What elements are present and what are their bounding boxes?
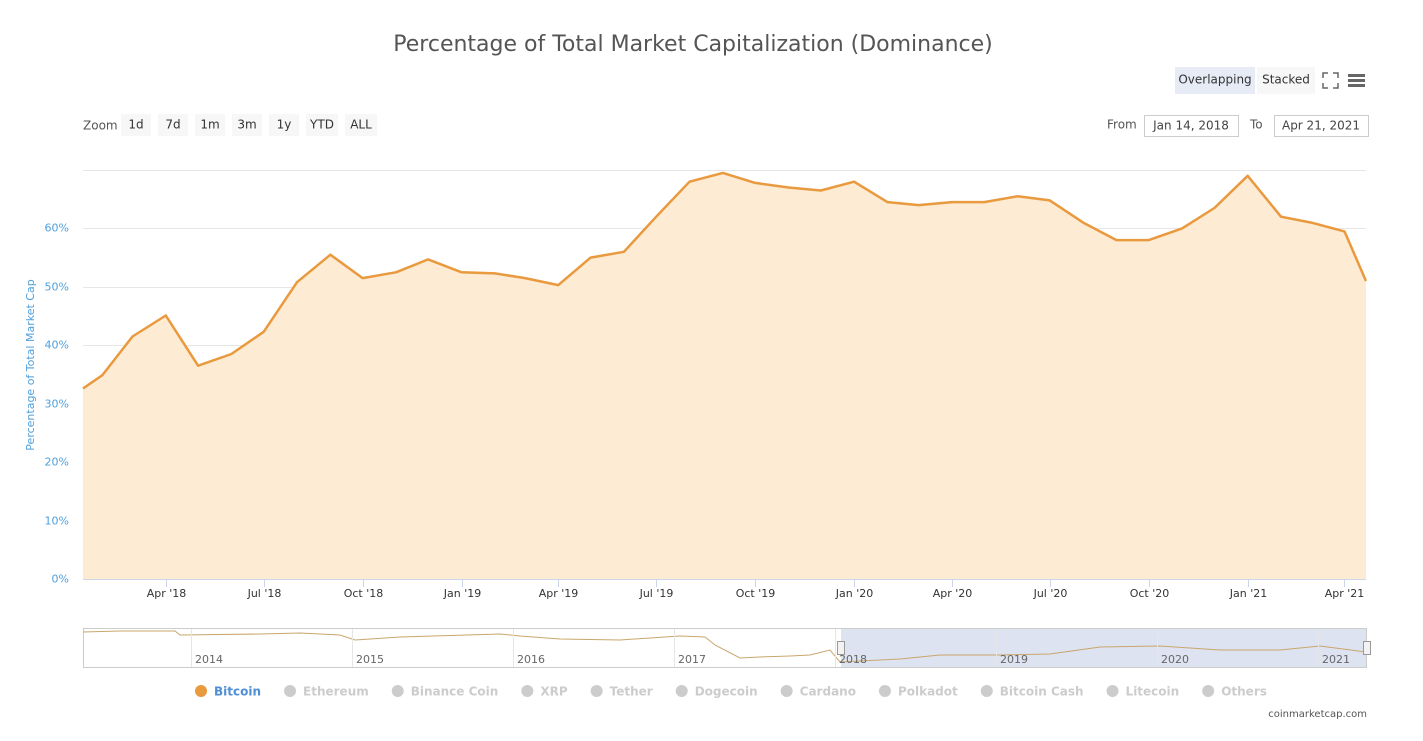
- menu-icon[interactable]: [1348, 74, 1365, 87]
- zoom-button[interactable]: [306, 114, 338, 136]
- x-tick-label: Jul '20: [1033, 587, 1068, 600]
- zoom-button[interactable]: [269, 114, 299, 136]
- x-tick-label: Apr '19: [539, 587, 579, 600]
- overlapping-label: Overlapping: [1178, 73, 1251, 87]
- legend-label[interactable]: Dogecoin: [695, 685, 758, 699]
- y-tick-label: 20%: [45, 456, 69, 469]
- y-tick-label: 40%: [45, 339, 69, 352]
- x-tick-label: Oct '18: [344, 587, 384, 600]
- navigator-label: 2018: [839, 653, 867, 666]
- zoom-button[interactable]: [345, 114, 377, 136]
- area-fill: [83, 172, 1366, 579]
- zoom-button-label: 1d: [128, 118, 143, 132]
- stacked-label: Stacked: [1262, 73, 1310, 87]
- stacked-button[interactable]: [1257, 67, 1315, 94]
- zoom-button[interactable]: [232, 114, 262, 136]
- zoom-button-label: ALL: [350, 118, 372, 132]
- y-tick-label: 30%: [45, 398, 69, 411]
- legend-marker[interactable]: [1202, 685, 1215, 697]
- legend-label[interactable]: Ethereum: [303, 685, 369, 699]
- legend-marker[interactable]: [284, 685, 297, 697]
- zoom-label: Zoom: [83, 119, 118, 133]
- zoom-button-label: 7d: [165, 118, 180, 132]
- legend-marker[interactable]: [980, 685, 993, 697]
- overlapping-button[interactable]: [1175, 67, 1255, 94]
- x-tick-label: Jul '19: [639, 587, 674, 600]
- x-tick-label: Jan '19: [443, 587, 481, 600]
- navigator-selection[interactable]: [841, 629, 1366, 667]
- zoom-button[interactable]: [195, 114, 225, 136]
- legend-marker[interactable]: [521, 685, 534, 697]
- legend-marker[interactable]: [878, 685, 891, 697]
- navigator-label: 2020: [1161, 653, 1189, 666]
- legend-marker[interactable]: [675, 685, 688, 697]
- navigator-handle-right[interactable]: [1363, 641, 1371, 655]
- legend-label[interactable]: Cardano: [800, 685, 856, 699]
- zoom-button[interactable]: [158, 114, 188, 136]
- from-date: Jan 14, 2018: [1152, 119, 1229, 133]
- navigator-label: 2017: [678, 653, 706, 666]
- zoom-button[interactable]: [121, 114, 151, 136]
- legend-marker[interactable]: [195, 685, 207, 697]
- legend-label[interactable]: Binance Coin: [411, 685, 499, 699]
- y-tick-label: 60%: [45, 222, 69, 235]
- legend-label[interactable]: Bitcoin Cash: [1000, 685, 1084, 699]
- navigator-label: 2014: [195, 653, 223, 666]
- legend-label[interactable]: Polkadot: [898, 685, 958, 699]
- legend-marker[interactable]: [1106, 685, 1119, 697]
- legend-label[interactable]: Others: [1221, 685, 1267, 699]
- x-tick-label: Apr '21: [1325, 587, 1365, 600]
- navigator-handle-left[interactable]: [837, 641, 845, 655]
- to-date: Apr 21, 2021: [1282, 119, 1360, 133]
- legend-label[interactable]: Bitcoin: [214, 685, 261, 699]
- zoom-button-label: 1y: [277, 118, 292, 132]
- y-axis-title: Percentage of Total Market Cap: [24, 279, 37, 450]
- x-tick-label: Apr '20: [933, 587, 973, 600]
- zoom-button-label: 3m: [237, 118, 256, 132]
- zoom-button-label: YTD: [309, 118, 334, 132]
- navigator-label: 2021: [1322, 653, 1350, 666]
- y-tick-label: 50%: [45, 281, 69, 294]
- legend-marker[interactable]: [590, 685, 603, 697]
- x-tick-label: Oct '19: [736, 587, 776, 600]
- navigator-label: 2016: [517, 653, 545, 666]
- from-input[interactable]: [1144, 115, 1239, 137]
- credit: coinmarketcap.com: [1268, 709, 1367, 720]
- legend-label[interactable]: Tether: [610, 685, 653, 699]
- y-tick-label: 0%: [52, 573, 69, 586]
- zoom-button-label: 1m: [200, 118, 219, 132]
- x-tick-label: Jan '20: [835, 587, 873, 600]
- chart-title: Percentage of Total Market Capitalizatio…: [393, 32, 992, 57]
- navigator-line: [82, 630, 1367, 663]
- navigator-label: 2019: [1000, 653, 1028, 666]
- legend-marker[interactable]: [780, 685, 793, 697]
- to-label: To: [1249, 118, 1263, 132]
- y-tick-label: 10%: [45, 515, 69, 528]
- legend-label[interactable]: Litecoin: [1126, 685, 1180, 699]
- navigator-label: 2015: [356, 653, 384, 666]
- to-input[interactable]: [1274, 115, 1369, 137]
- from-label: From: [1107, 118, 1137, 132]
- line: [82, 171, 1368, 390]
- x-tick-label: Oct '20: [1130, 587, 1170, 600]
- legend-label[interactable]: XRP: [540, 685, 567, 699]
- x-tick-label: Jan '21: [1229, 587, 1267, 600]
- fullscreen-icon[interactable]: [1322, 72, 1339, 89]
- legend-marker[interactable]: [391, 685, 404, 697]
- x-tick-label: Apr '18: [147, 587, 187, 600]
- x-tick-label: Jul '18: [247, 587, 282, 600]
